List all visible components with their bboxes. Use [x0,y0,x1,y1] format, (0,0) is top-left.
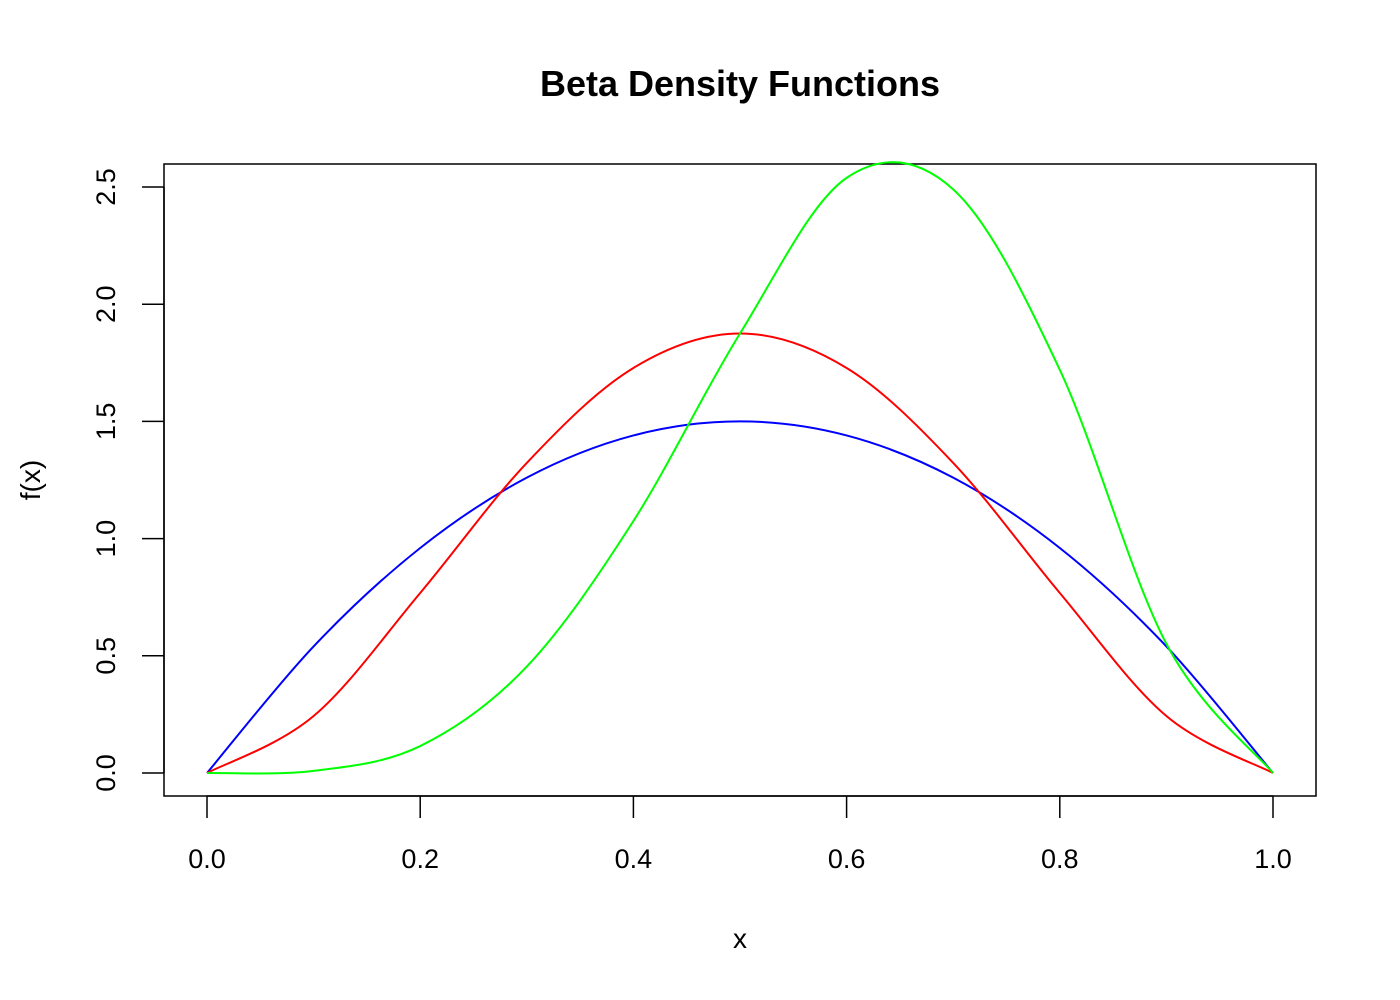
y-tick-label: 0.0 [91,754,121,792]
y-tick-label: 2.5 [91,168,121,206]
x-tick-label: 0.4 [615,844,653,874]
y-axis: 0.0 0.5 1.0 1.5 2.0 2.5 [91,168,165,792]
x-tick-label: 0.8 [1041,844,1079,874]
series-line-2 [206,332,1274,774]
series-line-3 [206,161,1274,775]
y-axis-label: f(x) [15,460,46,500]
x-tick-label: 1.0 [1254,844,1292,874]
series-line-1 [206,420,1274,774]
x-tick-label: 0.6 [828,844,866,874]
chart-title: Beta Density Functions [540,63,940,104]
y-tick-label: 1.0 [91,520,121,558]
y-tick-label: 1.5 [91,403,121,441]
y-tick-label: 2.0 [91,285,121,323]
x-tick-label: 0.2 [401,844,439,874]
plot-frame [163,163,1317,797]
x-tick-label: 0.0 [188,844,226,874]
x-axis: 0.0 0.2 0.4 0.6 0.8 1.0 [188,795,1292,874]
series-layer [206,161,1274,775]
y-tick-label: 0.5 [91,637,121,675]
x-axis-label: x [733,923,747,954]
